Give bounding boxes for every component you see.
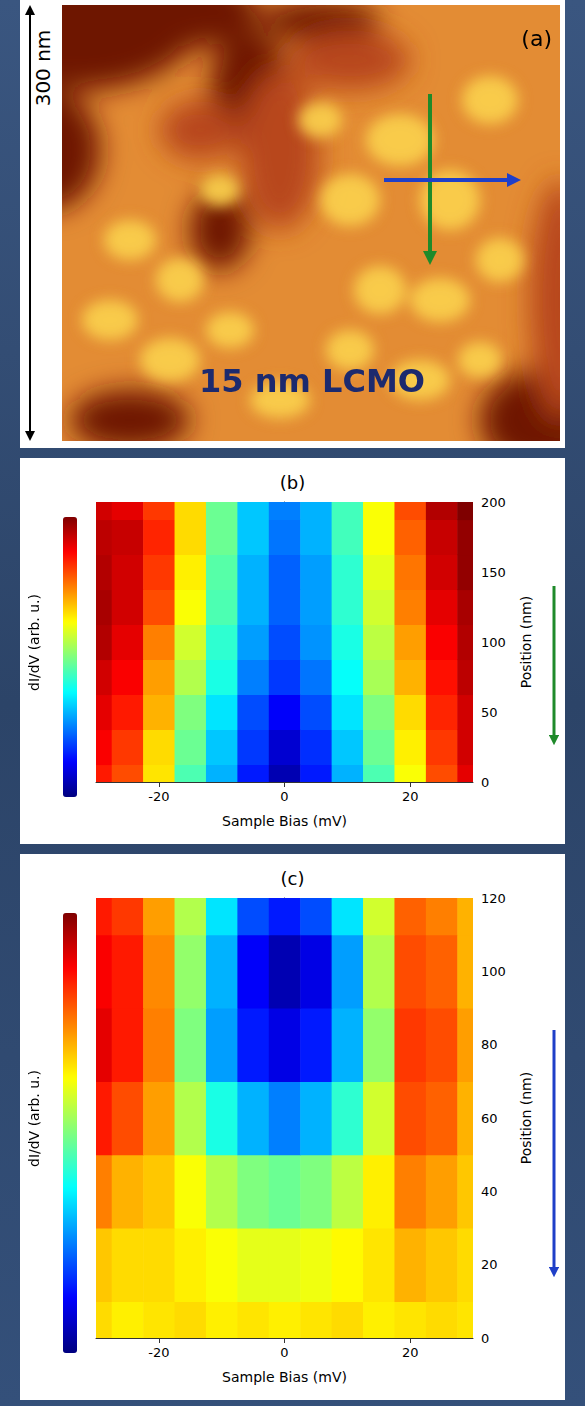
html-text:dI/dV (arb. u.): dI/dV (arb. u.): [26, 1069, 42, 1167]
svg-text:20: 20: [481, 1257, 498, 1272]
svg-text:0: 0: [481, 775, 489, 790]
svg-text:0: 0: [280, 789, 288, 804]
svg-text:0: 0: [481, 1331, 489, 1346]
svg-text:20: 20: [402, 1345, 419, 1360]
svg-text:(a): (a): [521, 26, 552, 51]
svg-text:Position (nm): Position (nm): [518, 1072, 534, 1164]
svg-text:-20: -20: [148, 789, 169, 804]
svg-text:40: 40: [481, 1184, 498, 1199]
svg-text:80: 80: [481, 1037, 498, 1052]
svg-text:300 nm: 300 nm: [31, 30, 55, 107]
svg-text:20: 20: [402, 789, 419, 804]
svg-text:200: 200: [481, 495, 506, 510]
svg-text:100: 100: [481, 635, 506, 650]
svg-text:15 nm LCMO: 15 nm LCMO: [199, 362, 425, 400]
svg-text:(c): (c): [281, 868, 305, 889]
svg-text:100: 100: [481, 964, 506, 979]
svg-text:120: 120: [481, 891, 506, 906]
svg-text:Sample Bias (mV): Sample Bias (mV): [222, 1369, 347, 1385]
svg-text:0: 0: [280, 1345, 288, 1360]
html-text:dI/dV (arb. u.): dI/dV (arb. u.): [26, 593, 42, 691]
svg-text:-20: -20: [148, 1345, 169, 1360]
svg-text:150: 150: [481, 565, 506, 580]
svg-text:(b): (b): [280, 472, 305, 493]
svg-text:Position (nm): Position (nm): [518, 596, 534, 688]
svg-text:60: 60: [481, 1111, 498, 1126]
svg-text:Sample Bias (mV): Sample Bias (mV): [222, 813, 347, 829]
svg-text:50: 50: [481, 705, 498, 720]
